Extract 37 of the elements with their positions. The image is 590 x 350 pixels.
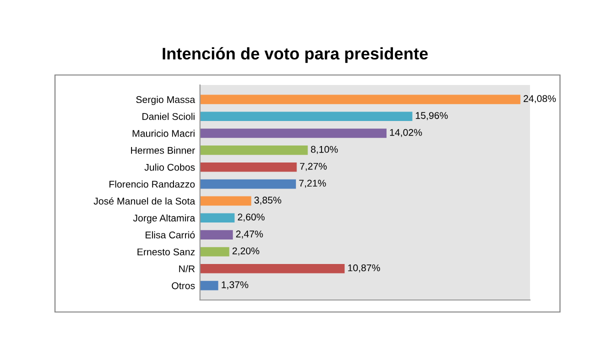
y-tick-label: Florencio Randazzo [109,180,195,188]
y-tick-label: Elisa Carrió [146,231,195,238]
data-label: 7,21% [299,180,326,188]
bar [200,230,233,240]
data-label: 7,27% [300,162,327,171]
bar [200,128,387,138]
data-label: 2,20% [232,247,260,256]
data-label: 2,60% [238,214,265,222]
chart-title: Intención de voto para presidente [162,47,428,63]
y-tick-label: Jorge Altamira [133,214,196,224]
data-label: 15,96% [416,112,448,120]
data-label: 2,47% [236,230,263,239]
bar [200,264,345,274]
data-label: 3,85% [254,196,282,205]
bar [200,162,297,172]
bar [200,112,412,122]
y-tick-label: Mauricio Macri [132,130,194,137]
data-label: 1,37% [222,281,248,290]
bar [200,280,218,290]
y-tick-label: Ernesto Sanz [138,248,195,256]
y-tick-label: Otros [172,282,195,290]
data-label: 8,10% [310,146,338,154]
bar [200,94,520,104]
y-tick-label: N/R [179,265,195,272]
y-tick-label: Julio Cobos [144,164,195,171]
y-tick-label: Sergio Massa [136,96,196,105]
bar [200,213,235,223]
bar [200,146,308,155]
data-label: 24,08% [524,95,556,104]
y-tick-label: Hermes Binner [131,146,195,154]
data-label: 14,02% [390,128,422,138]
y-tick-label: Daniel Scioli [142,112,194,120]
y-tick-label: José Manuel de la Sota [94,197,196,205]
bar [200,247,230,256]
bar [200,196,252,206]
data-label: 10,87% [348,264,380,272]
bar [200,179,296,189]
